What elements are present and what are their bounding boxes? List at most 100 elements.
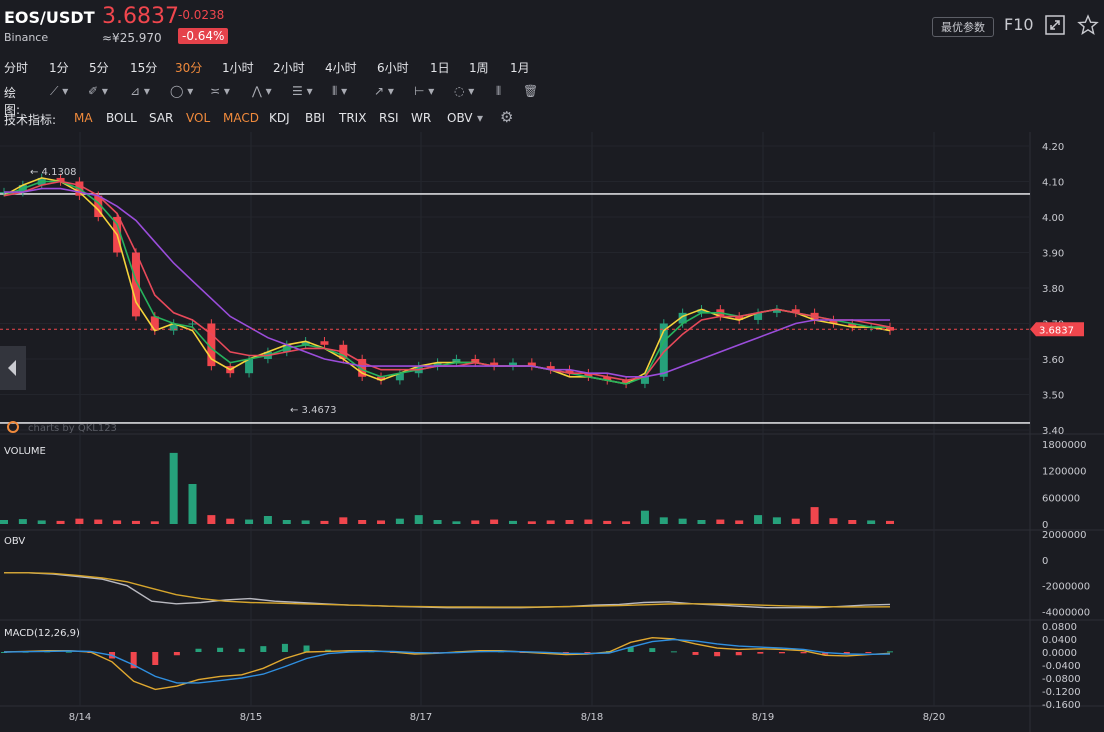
candle-body [377,376,386,381]
measure-tool-icon[interactable]: ⊢ ▾ [414,84,435,98]
macd-y-tick-label: 0.0800 [1042,622,1077,633]
channel-tool-icon[interactable]: ⊿ ▾ [130,84,150,98]
arrow-tool-icon[interactable]: ↗ ▾ [374,84,394,98]
volume-bar [226,518,235,524]
volume-bar [735,520,744,524]
volume-bar [263,516,272,524]
timeframe-item[interactable]: 1日 [430,61,450,75]
obv-dropdown-icon[interactable]: ▾ [477,111,484,125]
volume-bar [546,520,555,524]
timeframe-item[interactable]: 1小时 [222,61,254,75]
indicator-bbi[interactable]: BBI [305,111,326,125]
ma-fast-line [3,177,891,385]
volume-bar [395,518,404,524]
pair-title: EOS/USDT [4,8,95,27]
star-icon[interactable] [1077,14,1099,36]
volume-bar [810,507,819,524]
candle-body [848,323,857,328]
macd-histogram-bar [152,652,159,665]
gear-icon[interactable]: ⚙ [500,108,514,126]
indicator-kdj[interactable]: KDJ [269,111,290,125]
timeframe-item[interactable]: 6小时 [377,61,409,75]
price-y-tick-label: 4.20 [1042,142,1064,153]
volume-bar [565,520,574,524]
macd-histogram-bar [627,647,634,652]
indicator-sar[interactable]: SAR [149,111,174,125]
indicator-boll[interactable]: BOLL [106,111,137,125]
indicator-rsi[interactable]: RSI [379,111,399,125]
indicator-vol[interactable]: VOL [186,111,211,125]
candle-body [56,177,65,182]
macd-y-tick-label: -0.0800 [1042,674,1081,685]
candle-body [169,323,178,331]
volume-bar [75,518,84,524]
volume-bar [18,519,27,524]
volume-bar [377,520,386,524]
candle-body [301,341,310,345]
macd-histogram-bar [173,652,180,656]
timeframe-item[interactable]: 15分 [130,61,158,75]
obv-title: OBV [4,536,25,547]
volume-y-tick-label: 600000 [1042,493,1080,504]
timeframe-item[interactable]: 1分 [49,61,69,75]
volume-bar [697,520,706,524]
macd-dif-line [3,636,891,691]
line-tool-icon[interactable]: ⟋ ▾ [50,84,69,98]
best-params-button[interactable]: 最优参数 [932,17,994,37]
indicator-trix[interactable]: TRIX [339,111,367,125]
fib-tool-icon[interactable]: ☰ ▾ [292,84,313,98]
volume-bar [56,520,65,524]
obv-y-tick-label: 0 [1042,556,1048,567]
timeframe-item[interactable]: 分时 [4,61,29,75]
drawing-label: 绘图: [4,86,21,117]
collapse-panel-button[interactable] [0,346,26,390]
macd-histogram-bar [217,647,224,652]
macd-histogram-bar [303,645,310,652]
x-tick-label: 8/18 [581,712,603,723]
volume-bar [358,520,367,524]
volume-title: VOLUME [4,446,46,457]
pattern-tool-icon[interactable]: ⋀ ▾ [252,84,272,98]
last-price-tag-label: 3.6837 [1039,325,1074,336]
shape-tool-icon[interactable]: ◯ ▾ [170,84,194,98]
indicator-wr[interactable]: WR [411,111,432,125]
price-y-tick-label: 3.80 [1042,284,1064,295]
chart-area[interactable]: 8/14 8/15 8/17 8/18 8/19 8/20 4.20 4.10 4.00 3.90… [0,132,1104,732]
timeframe-item[interactable]: 4小时 [325,61,357,75]
timeframe-item[interactable]: 1月 [510,61,530,75]
price-change-pct: -0.64% [178,28,229,44]
exchange-name: Binance [4,31,49,44]
candle-body [603,376,612,381]
volume-bar [245,519,254,524]
timeframe-item-active[interactable]: 30分 [175,61,203,75]
candle-body [245,359,254,374]
x-tick-label: 8/17 [410,712,432,723]
wave-tool-icon[interactable]: ≍ ▾ [210,84,230,98]
candle-body [433,362,442,367]
macd-histogram-bar [670,651,677,653]
price-y-tick-label: 3.60 [1042,355,1064,366]
volume-bar [150,521,159,524]
candle-body [188,323,197,325]
timeframe-item[interactable]: 1周 [469,61,489,75]
f10-button[interactable]: F10 [1004,15,1034,34]
x-tick-label: 8/19 [752,712,774,723]
volume-bar [622,521,631,524]
bars-tool-icon[interactable]: ⫴ [496,84,502,98]
expand-icon[interactable] [1044,14,1066,36]
timeframe-item[interactable]: 5分 [89,61,109,75]
volume-bar [754,515,763,524]
text-tool-icon[interactable]: ◌ ▾ [454,84,475,98]
pen-tool-icon[interactable]: ✐ ▾ [88,84,108,98]
trash-icon[interactable]: 🗑 [523,84,539,98]
candle-body [678,312,687,324]
timeframe-item[interactable]: 2小时 [273,61,305,75]
macd-histogram-bar [778,652,785,654]
indicator-obv[interactable]: OBV [447,111,473,125]
gann-tool-icon[interactable]: ⦀ ▾ [332,84,348,98]
volume-bar [829,518,838,524]
volume-y-tick-label: 1200000 [1042,467,1087,478]
macd-histogram-bar [130,652,137,669]
indicator-ma[interactable]: MA [74,111,93,125]
indicator-macd[interactable]: MACD [223,111,259,125]
